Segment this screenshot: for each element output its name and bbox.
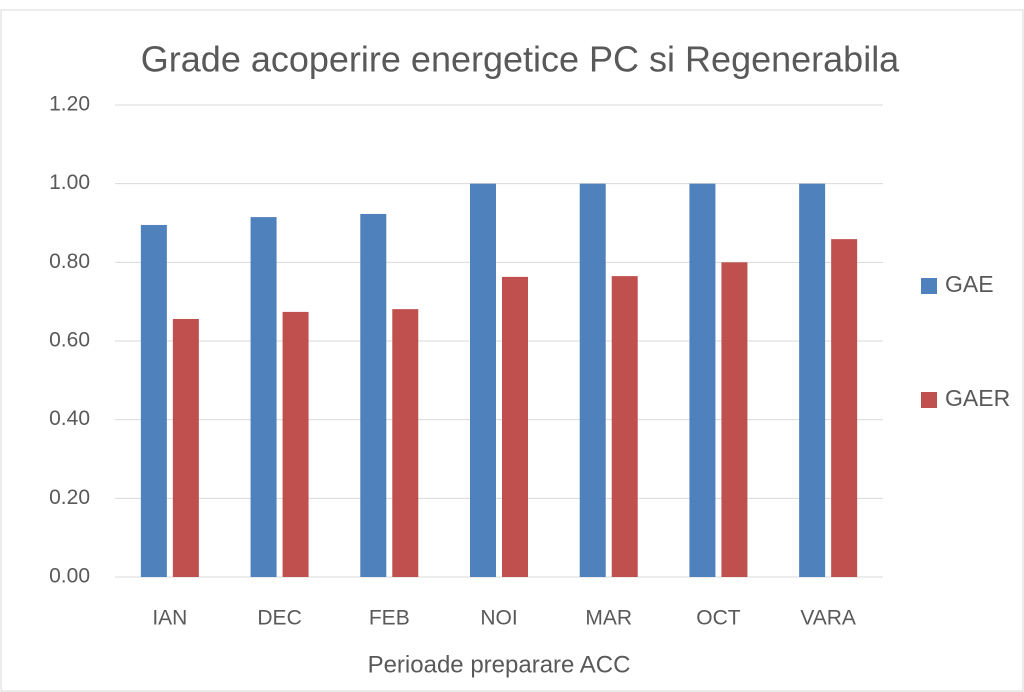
bar [831,239,858,578]
y-tick-label: 0.60 [49,329,90,352]
x-tick-label: VARA [800,607,856,630]
y-tick-label: 0.20 [49,486,90,509]
y-tick-label: 1.20 [49,93,90,116]
y-tick-label: 0.00 [49,565,90,588]
bar [579,183,606,577]
legend-label: GAER [945,385,1010,411]
x-tick-label: MAR [585,607,632,630]
bar [172,318,199,577]
x-tick-label: DEC [257,607,301,630]
x-axis-label: Perioade preparare ACC [368,651,631,678]
x-tick-label: NOI [480,607,517,630]
bar [360,213,387,577]
bar [392,309,419,577]
bar [721,262,748,577]
bar [689,183,716,577]
legend-swatch [921,392,937,408]
bar [502,276,528,577]
bar [282,311,309,577]
y-tick-label: 0.80 [49,250,90,273]
legend-label: GAE [945,271,994,297]
bar [611,276,638,577]
x-tick-label: IAN [152,607,187,630]
chart-border [0,9,1024,692]
bar [799,183,826,577]
bar [140,224,167,577]
y-tick-label: 1.00 [49,171,90,194]
chart-title: Grade acoperire energetice PC si Regener… [141,39,900,80]
x-tick-label: FEB [369,607,410,630]
y-tick-label: 0.40 [49,407,90,430]
x-tick-label: OCT [696,607,741,630]
legend-swatch [921,278,937,294]
bar [250,217,277,577]
bar [470,183,496,577]
